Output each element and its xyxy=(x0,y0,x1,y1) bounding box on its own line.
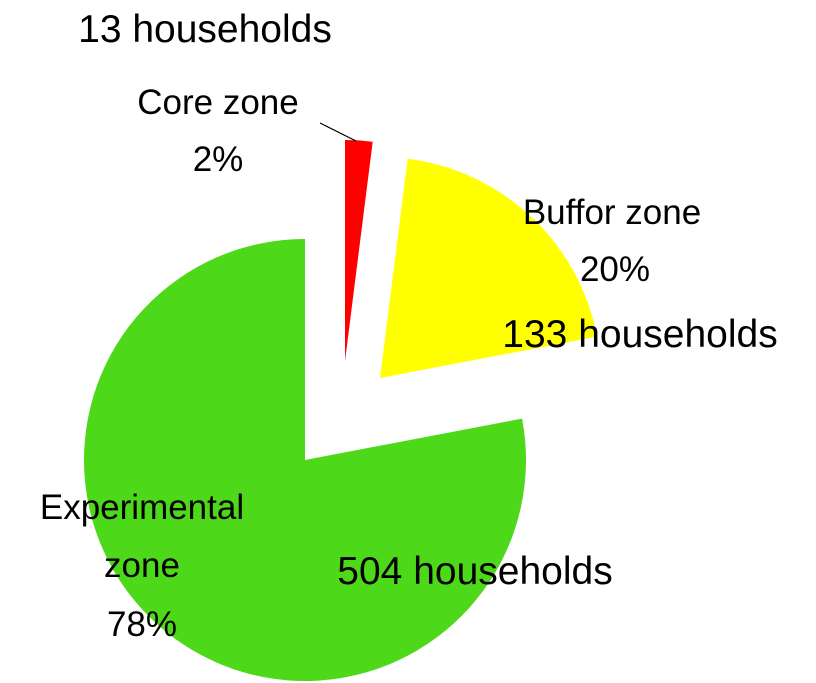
household-label: 133 households xyxy=(502,313,778,356)
category-label: Core zone xyxy=(137,83,299,122)
pie-slice xyxy=(345,140,373,361)
household-label: 504 households xyxy=(337,550,613,593)
percent-label: 2% xyxy=(192,140,244,179)
pie-slice xyxy=(380,158,598,378)
percent-label: 78% xyxy=(106,605,178,644)
category-label: Buffor zone xyxy=(522,193,702,232)
pie-slice xyxy=(83,239,526,681)
household-label: 13 households xyxy=(78,8,332,51)
category-label: Experimental zone xyxy=(39,488,245,585)
percent-label: 20% xyxy=(579,250,651,289)
leader-line xyxy=(319,122,357,142)
